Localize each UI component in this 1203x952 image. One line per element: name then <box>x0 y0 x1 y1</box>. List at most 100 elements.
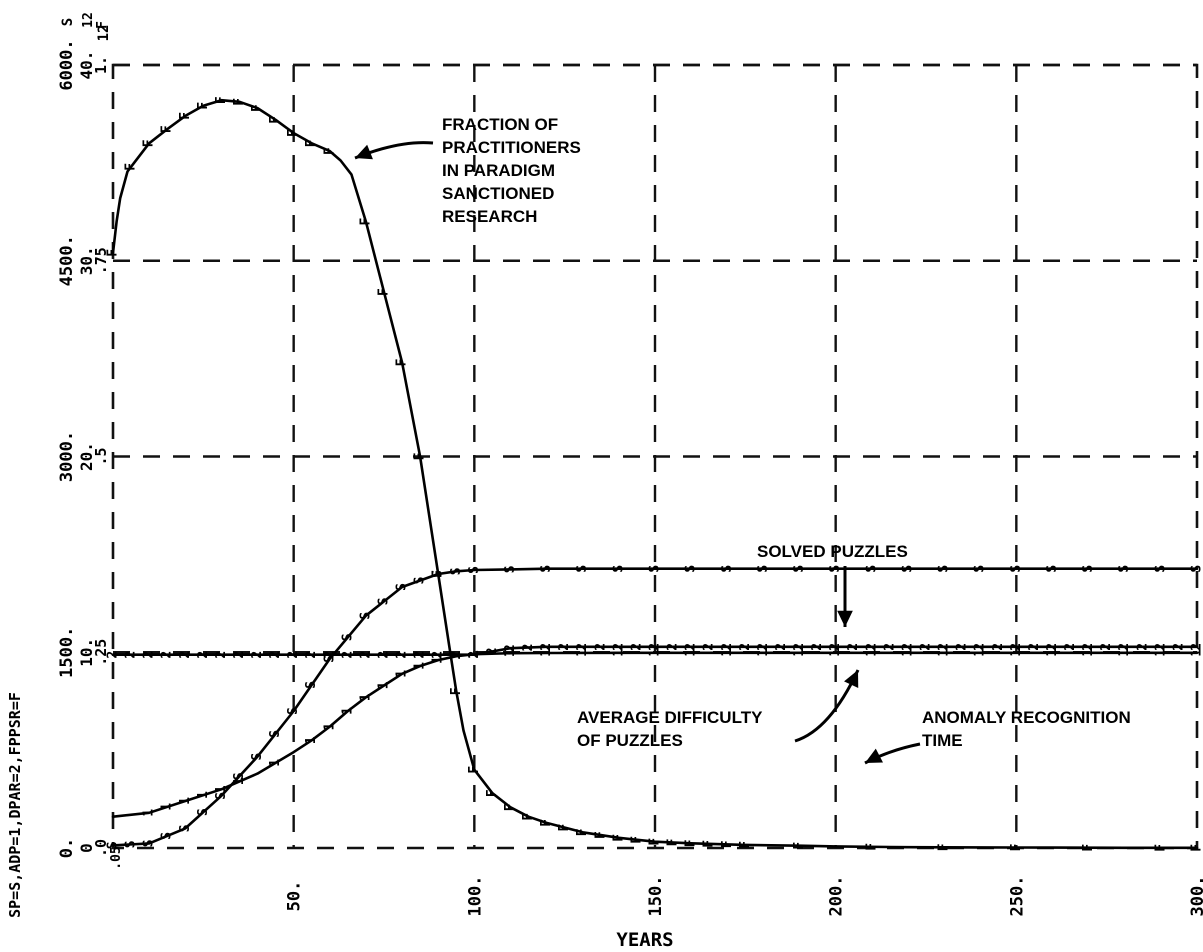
marker-adp: 1 <box>142 809 157 817</box>
marker-dpar: 2 <box>666 643 681 651</box>
annotation-text: AVERAGE DIFFICULTY <box>577 708 763 727</box>
marker-sp: S <box>684 565 699 573</box>
marker-sp: S <box>178 824 193 832</box>
marker-dpar: 2 <box>991 643 1006 651</box>
marker-adp: 1 <box>1081 649 1096 657</box>
marker-dpar: 2 <box>124 651 139 659</box>
marker-sp: S <box>1117 565 1132 573</box>
x-tick-label: 50. <box>285 881 305 912</box>
marker-fppsr: F <box>503 803 518 811</box>
marker-adp: 1 <box>792 649 807 657</box>
marker-dpar: 2 <box>340 651 355 659</box>
marker-sp: S <box>214 792 229 800</box>
marker-dpar: 2 <box>828 643 843 651</box>
marker-dpar: 2 <box>539 643 554 651</box>
marker-dpar: 2 <box>937 643 952 651</box>
marker-adp: 1 <box>503 649 518 657</box>
marker-dpar: 2 <box>882 643 897 651</box>
marker-fppsr: F <box>467 766 482 774</box>
marker-adp: 1 <box>340 707 355 715</box>
marker-dpar: 2 <box>521 644 536 652</box>
marker-sp: S <box>864 565 879 573</box>
marker-adp: 1 <box>1117 649 1132 657</box>
marker-sp: S <box>539 565 554 573</box>
marker-dpar: 2 <box>1027 643 1042 651</box>
marker-dpar: 2 <box>1117 643 1132 651</box>
marker-adp: 1 <box>1190 649 1203 657</box>
marker-dpar: 2 <box>1063 643 1078 651</box>
marker-sp: S <box>395 583 410 591</box>
marker-sp: S <box>1009 565 1024 573</box>
marker-adp: 1 <box>449 652 464 660</box>
marker-fppsr: F <box>178 112 193 120</box>
marker-fppsr: F <box>304 139 319 147</box>
marker-adp: 1 <box>431 656 446 664</box>
series-line-fppsr <box>111 98 1199 850</box>
y-tick-label-adp: 30. <box>77 246 96 275</box>
marker-fppsr: F <box>864 843 879 851</box>
marker-adp: 1 <box>684 649 699 657</box>
marker-dpar: 2 <box>720 643 735 651</box>
marker-dpar: 2 <box>304 651 319 659</box>
marker-sp: S <box>1081 565 1096 573</box>
annotation-text: RESEARCH <box>442 207 537 226</box>
marker-dpar: 2 <box>1190 643 1203 651</box>
y-tick-label-fppsr: 1. <box>92 56 110 74</box>
y-tick-label-adp: 20. <box>77 442 96 471</box>
y-tick-label-sp: 1500. <box>57 627 77 678</box>
marker-fppsr: F <box>395 358 410 366</box>
y-tick-label-sp: 3000. <box>57 431 77 482</box>
series-line-sp <box>111 567 1199 847</box>
marker-dpar: 2 <box>106 651 121 659</box>
marker-fppsr: F <box>1081 844 1096 852</box>
y-tick-label-sp: 6000. <box>57 39 77 90</box>
y-tick-label-dpar: 12 <box>96 25 112 42</box>
marker-sp: S <box>973 565 988 573</box>
marker-dpar: 2 <box>142 651 157 659</box>
x-tick-label: 300. <box>1188 876 1203 917</box>
y-tick-label-fppsr: .75 <box>92 247 110 274</box>
marker-adp: 1 <box>900 649 915 657</box>
y-tick-label-sp: 0. <box>57 838 77 858</box>
marker-sp: S <box>937 565 952 573</box>
marker-dpar: 2 <box>846 643 861 651</box>
axis-labels: 0. 1500. 3000. 4500. 6000. 0 10. 20. 30. 40. .0 .25… <box>57 12 1203 916</box>
marker-dpar: 2 <box>377 651 392 659</box>
marker-dpar: 2 <box>467 651 482 659</box>
marker-dpar: 2 <box>702 643 717 651</box>
marker-adp: 1 <box>1045 649 1060 657</box>
marker-adp: 1 <box>611 649 626 657</box>
x-axis-label: YEARS <box>616 929 673 951</box>
annotation-text: FRACTION OF <box>442 115 558 134</box>
y-tick-label-adp: 40. <box>77 51 96 80</box>
marker-adp: 1 <box>864 649 879 657</box>
annotation-text: OF PUZZLES <box>577 731 683 750</box>
marker-dpar: 2 <box>449 651 464 659</box>
marker-fppsr: F <box>1190 844 1203 852</box>
marker-dpar: 2 <box>973 643 988 651</box>
marker-fppsr: F <box>1009 843 1024 851</box>
annotation-text: PRACTITIONERS <box>442 138 581 157</box>
marker-fppsr: F <box>358 218 373 226</box>
marker-fppsr: F <box>196 102 211 110</box>
marker-adp: 1 <box>720 649 735 657</box>
marker-dpar: 2 <box>1045 643 1060 651</box>
marker-fppsr: F <box>160 125 175 133</box>
marker-adp: 1 <box>1153 649 1168 657</box>
marker-adp: 1 <box>268 759 283 767</box>
marker-dpar: 2 <box>557 643 572 651</box>
marker-fppsr: F <box>124 163 139 171</box>
marker-sp: S <box>1153 565 1168 573</box>
marker-adp: 1 <box>648 649 663 657</box>
marker-sp: S <box>575 565 590 573</box>
marker-dpar: 2 <box>900 643 915 651</box>
marker-fppsr: F <box>214 96 229 104</box>
marker-sp: S <box>828 565 843 573</box>
annotation-text: SOLVED PUZZLES <box>757 542 908 561</box>
marker-dpar: 2 <box>774 643 789 651</box>
marker-sp: S <box>449 567 464 575</box>
marker-adp: 1 <box>214 785 229 793</box>
marker-sp: S <box>358 612 373 620</box>
marker-adp: 1 <box>232 777 247 785</box>
